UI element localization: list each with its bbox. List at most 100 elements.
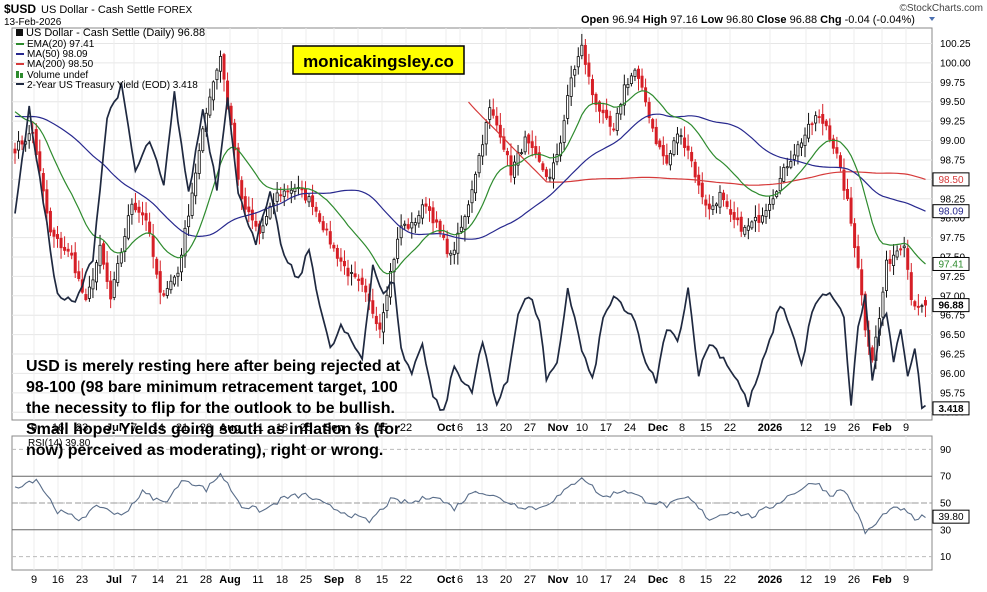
- candle-body: [502, 136, 506, 150]
- low-value: 96.80: [726, 14, 754, 26]
- x-tick-label: 8: [679, 574, 685, 586]
- price-tick-label: 99.00: [940, 136, 965, 147]
- candle-body: [59, 237, 63, 249]
- candle-body: [828, 125, 832, 140]
- x-tick-label: 11: [252, 574, 263, 586]
- x-tick-label: 22: [400, 422, 412, 434]
- chg-dropdown-icon[interactable]: [929, 17, 935, 21]
- x-axis-top: 9 16 23 Jul 7 14 21 28 Aug 11 18 25 Sep 8 15 22 Oct 6 13 20…: [31, 422, 909, 434]
- exchange: FOREX: [158, 5, 193, 16]
- x-tick-label: 21: [176, 574, 188, 586]
- close-label: Close: [757, 14, 787, 26]
- candle-body: [452, 249, 456, 255]
- x-tick-label: 28: [200, 574, 212, 586]
- candle-body: [803, 134, 807, 146]
- candle-body: [172, 276, 176, 285]
- legend-swatch-volume: [16, 71, 19, 78]
- x-tick-label: 9: [31, 574, 37, 586]
- x-tick-label: 8: [679, 422, 685, 434]
- x-tick-label: Feb: [872, 422, 892, 434]
- chart-date: 13-Feb-2026: [4, 17, 62, 28]
- candle-body: [420, 204, 424, 219]
- candle-body: [240, 180, 244, 200]
- candle-body: [746, 225, 750, 231]
- candle-body: [640, 75, 644, 88]
- legend-volume: Volume undef: [27, 70, 88, 81]
- ema20-line: [14, 90, 926, 275]
- candle-body: [190, 192, 194, 216]
- candle-body: [722, 192, 726, 201]
- x-tick-label: 25: [300, 574, 312, 586]
- candle-body: [831, 138, 835, 149]
- chg-value: -0.04 (-0.04%): [845, 14, 915, 26]
- candle-body: [431, 207, 435, 224]
- candle-body: [66, 248, 70, 252]
- candle-body: [364, 285, 368, 293]
- candle-body: [27, 133, 31, 141]
- rsi-tag: 39.80: [938, 512, 963, 523]
- high-label: High: [643, 14, 668, 26]
- candle-body: [633, 69, 637, 77]
- yield-tag-box: [932, 401, 970, 416]
- candle-body: [360, 277, 364, 285]
- candle-body: [417, 215, 421, 224]
- candle-body: [778, 177, 782, 192]
- candle-body: [537, 152, 541, 162]
- candle-body: [261, 225, 265, 233]
- candle-body: [686, 145, 690, 151]
- rsi-line: [14, 472, 926, 535]
- candle-body: [782, 167, 786, 182]
- price-tick-label: 99.25: [940, 117, 965, 128]
- candle-body: [158, 271, 162, 293]
- candle-body: [13, 148, 17, 154]
- x-tick-label: 28: [200, 422, 212, 434]
- candle-body: [102, 243, 106, 265]
- candle-body: [215, 69, 219, 81]
- candle-body: [573, 69, 577, 76]
- rsi-tag-box: [932, 509, 970, 524]
- x-tick-label: 14: [152, 574, 164, 586]
- brand-box: [292, 45, 465, 75]
- candle-body: [403, 223, 407, 226]
- candle-body: [233, 122, 237, 151]
- candle-body: [282, 190, 286, 197]
- candle-body: [48, 210, 52, 233]
- candle-body: [725, 201, 729, 207]
- candle-body: [466, 204, 470, 218]
- candle-body: [700, 182, 704, 198]
- candle-body: [314, 206, 318, 212]
- candle-body: [523, 136, 527, 153]
- candle-body: [821, 114, 825, 124]
- candle-body: [126, 215, 130, 239]
- instrument-name-text: US Dollar - Cash Settle: [41, 4, 155, 16]
- candle-body: [56, 234, 60, 239]
- watermark: ©StockCharts.com: [899, 3, 983, 14]
- candle-body: [435, 219, 439, 223]
- candle-body: [551, 162, 555, 180]
- candle-body: [679, 135, 683, 138]
- candle-body: [442, 234, 446, 238]
- high-value: 97.16: [670, 14, 698, 26]
- candle-body: [810, 123, 814, 126]
- candle-body: [52, 229, 56, 237]
- x-tick-label: 23: [76, 574, 88, 586]
- rsi-tick-label: 90: [940, 445, 952, 456]
- candle-body: [148, 221, 152, 234]
- x-tick-label: 10: [576, 574, 588, 586]
- candle-body: [318, 213, 322, 222]
- ma200-line: [468, 101, 926, 186]
- candle-body: [268, 205, 272, 219]
- candle-body: [644, 87, 648, 103]
- commentary-box: USD is merely resting here after being r…: [26, 356, 426, 461]
- candle-body: [658, 140, 662, 148]
- x-tick-label: 6: [457, 422, 463, 434]
- candle-body: [920, 305, 924, 308]
- legend-main: US Dollar - Cash Settle (Daily) 96.88: [26, 27, 205, 39]
- candle-body: [647, 101, 651, 118]
- candle-body: [527, 134, 531, 144]
- candle-body: [470, 189, 474, 204]
- candle-body: [303, 188, 307, 201]
- x-tick-label: 26: [848, 422, 860, 434]
- candle-body: [406, 224, 410, 229]
- open-label: Open: [581, 14, 609, 26]
